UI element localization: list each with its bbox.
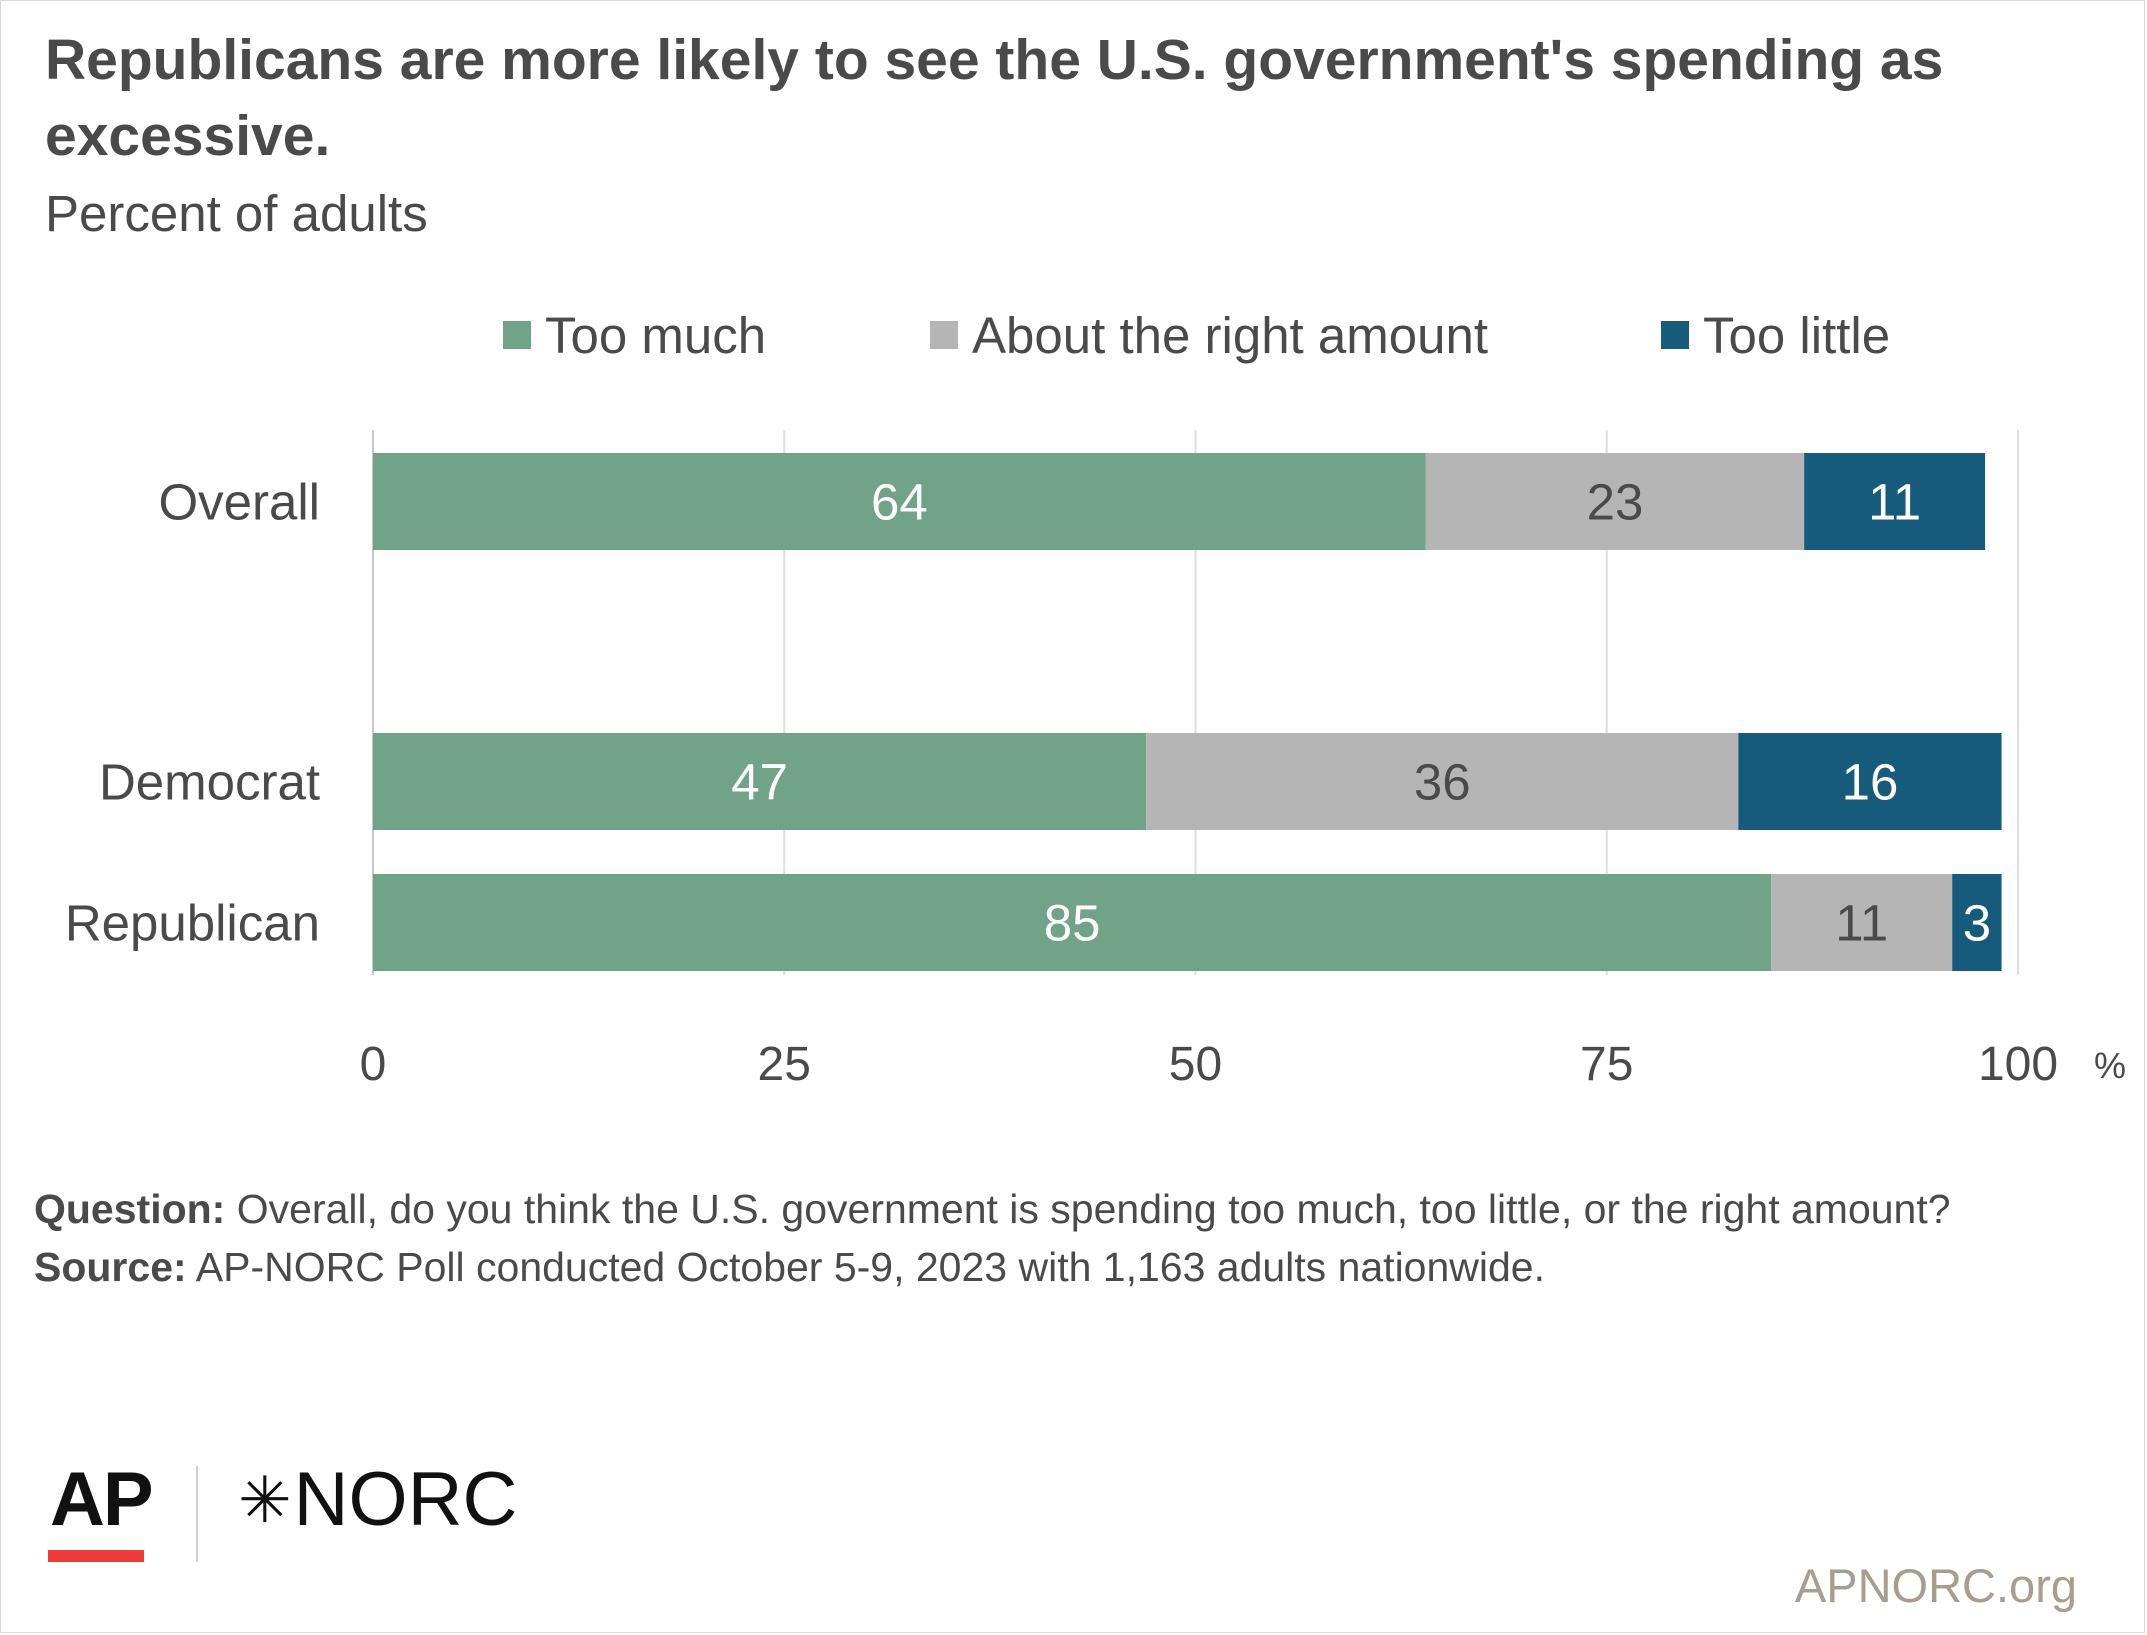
bar-segment [373, 874, 1772, 971]
source-text: AP-NORC Poll conducted October 5-9, 2023… [195, 1244, 1545, 1290]
legend-label-about-right: About the right amount [972, 306, 1489, 364]
x-tick-label: 50 [1169, 1038, 1222, 1091]
legend-label-too-little: Too little [1703, 306, 1891, 364]
data-label: 47 [731, 754, 788, 811]
data-label: 64 [871, 474, 928, 531]
data-label: 11 [1868, 474, 1921, 531]
x-tick-label: 75 [1580, 1038, 1633, 1091]
star-icon: ✳ [238, 1464, 292, 1536]
x-tick-label: 25 [758, 1038, 811, 1091]
legend-item-about-right: About the right amount [930, 300, 1488, 370]
legend-swatch-about-right [930, 321, 958, 349]
data-label: 16 [1842, 754, 1899, 811]
question-text: Overall, do you think the U.S. governmen… [236, 1186, 1951, 1232]
legend-swatch-too-much [503, 321, 531, 349]
bar-segment [1952, 874, 2002, 971]
bar-segment [1425, 453, 1805, 550]
data-label: 85 [1044, 895, 1101, 952]
bar-segment [1804, 453, 1986, 550]
ap-logo: AP [50, 1457, 154, 1542]
bar-segment [1738, 733, 2002, 830]
legend-label-too-much: Too much [545, 306, 767, 364]
ap-logo-underline [48, 1550, 144, 1562]
legend-swatch-too-little [1661, 321, 1689, 349]
data-label: 23 [1587, 474, 1644, 531]
x-tick-label: 0 [360, 1038, 387, 1091]
question-label: Question: [34, 1186, 226, 1232]
logo-divider [196, 1466, 198, 1562]
bar-segment [1771, 874, 1953, 971]
category-label: Overall [158, 474, 320, 531]
legend-item-too-little: Too little [1661, 300, 1890, 370]
data-label: 11 [1835, 895, 1888, 952]
bar-chart: 64 23 11 47 36 16 85 11 3 Overall Democrat Republi… [65, 430, 2126, 1091]
source-label: Source: [34, 1244, 187, 1290]
bar-segment [1146, 733, 1739, 830]
category-label: Democrat [99, 754, 320, 811]
x-axis-tick-labels: 0 25 50 75 100% [360, 1038, 2126, 1091]
category-labels: Overall Democrat Republican [65, 474, 320, 952]
data-label: 36 [1414, 754, 1471, 811]
x-tick-label: 100 [1978, 1038, 2058, 1091]
x-axis-unit: % [2094, 1045, 2126, 1086]
bar-segment [373, 453, 1426, 550]
bar-segment [373, 733, 1147, 830]
footnote: Question: Overall, do you think the U.S.… [34, 1180, 2114, 1296]
data-labels: 64 23 11 47 36 16 85 11 3 [731, 474, 1991, 952]
source-note: Source: AP-NORC Poll conducted October 5… [34, 1238, 2114, 1296]
site-url: APNORC.org [1794, 1559, 2077, 1612]
bars [373, 453, 2002, 971]
data-label: 3 [1963, 895, 1991, 952]
norc-logo: ✳ NORC [238, 1455, 517, 1545]
chart-title: Republicans are more likely to see the U… [45, 28, 1944, 168]
question-note: Question: Overall, do you think the U.S.… [34, 1180, 2114, 1238]
legend: Too much About the right amount Too litt… [0, 300, 2147, 370]
chart-subtitle: Percent of adults [45, 185, 428, 242]
legend-item-too-much: Too much [503, 300, 766, 370]
norc-logo-text: NORC [293, 1457, 518, 1542]
category-label: Republican [65, 895, 320, 952]
